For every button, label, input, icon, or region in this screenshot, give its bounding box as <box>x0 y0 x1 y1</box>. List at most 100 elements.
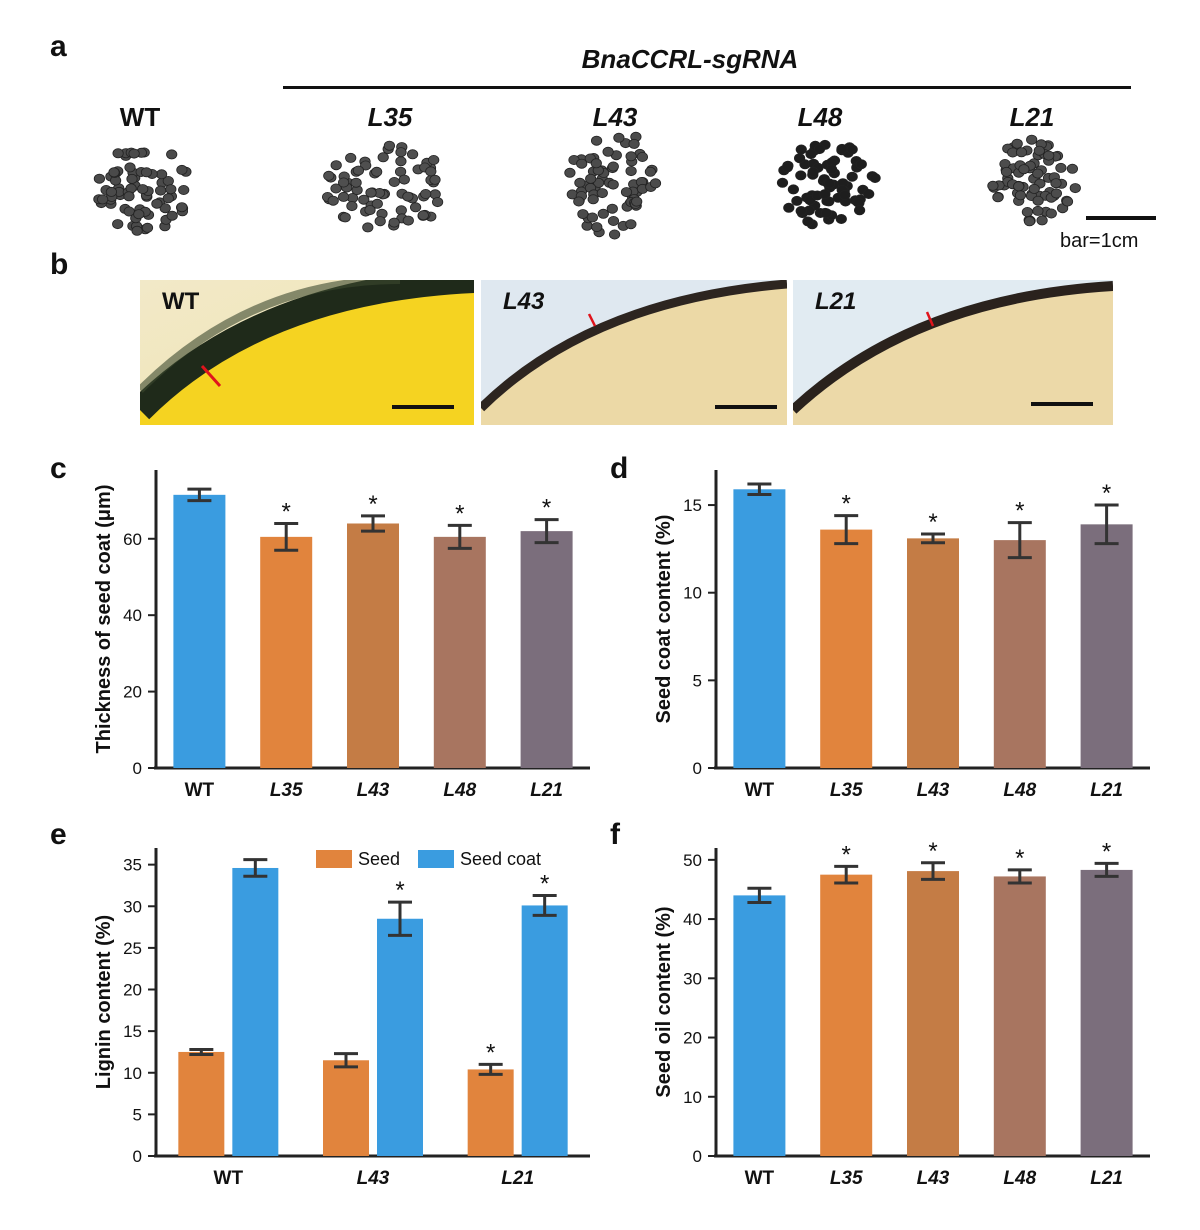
seed-dot <box>1032 205 1044 216</box>
bar <box>173 494 226 768</box>
seed-dot <box>825 164 838 175</box>
x-tick-label: WT <box>745 780 775 801</box>
seed-dot <box>590 135 603 146</box>
bar <box>467 1069 514 1156</box>
seed-label-wt: WT <box>119 102 161 132</box>
micrograph-wt: WT <box>140 280 474 425</box>
bar <box>907 871 959 1156</box>
seed-dot <box>420 189 432 200</box>
seed-dot <box>112 219 124 230</box>
seed-dot <box>836 143 848 154</box>
seed-dot <box>1014 190 1027 201</box>
seed-dot <box>596 188 608 199</box>
seed-dot <box>337 177 350 188</box>
seed-dot <box>1018 164 1030 175</box>
seed-dot <box>371 166 383 177</box>
bar <box>178 1051 225 1156</box>
significance-marker: * <box>928 509 937 536</box>
seed-dot <box>176 164 188 175</box>
bar <box>323 1060 369 1156</box>
seed-dot <box>166 210 178 221</box>
seed-dot <box>795 144 807 155</box>
chart-seed-oil-content: 0 10 20 30 40 50 Seed oil content (%) WT * L35 * L4… <box>653 838 1150 1189</box>
seed-dot <box>346 201 358 212</box>
y-tick-label: 20 <box>683 1029 702 1048</box>
seed-dot <box>846 171 858 182</box>
micrograph-l43: L43 <box>481 280 787 425</box>
significance-marker: * <box>455 500 464 527</box>
seed-dot <box>793 153 806 164</box>
y-tick-label: 30 <box>683 969 702 988</box>
seed-dot <box>853 205 866 216</box>
seed-dot <box>564 167 576 178</box>
seed-dot <box>402 191 414 202</box>
seed-dot <box>126 173 138 184</box>
seed-dot <box>137 184 149 195</box>
seed-dot <box>846 144 858 155</box>
construct-bracket-line <box>283 86 1131 89</box>
y-tick-label: 0 <box>693 759 702 778</box>
seed-dot <box>323 170 335 181</box>
significance-marker: * <box>1015 845 1024 872</box>
micrograph-label-wt: WT <box>162 288 200 315</box>
seed-dot <box>1000 166 1013 177</box>
seed-dot <box>573 196 585 207</box>
bar <box>907 538 959 768</box>
seed-dot <box>124 162 136 173</box>
seed-dot <box>360 160 372 171</box>
seed-dot <box>869 173 881 184</box>
seed-dot <box>628 138 640 149</box>
seed-dot <box>823 178 836 189</box>
x-tick-label: L48 <box>443 780 476 801</box>
seed-label-l48: L48 <box>797 102 843 132</box>
seed-label-l35: L35 <box>367 102 413 132</box>
y-tick-label: 15 <box>683 496 702 515</box>
bar <box>820 874 873 1156</box>
seed-dot <box>327 195 339 206</box>
seed-dot <box>613 132 625 143</box>
seed-dot <box>358 194 370 205</box>
bar <box>820 529 873 768</box>
significance-marker: * <box>928 838 937 865</box>
seed-dot <box>813 144 826 155</box>
y-tick-label: 25 <box>123 939 142 958</box>
micrograph-label-l43: L43 <box>503 288 545 315</box>
seed-dot <box>577 209 589 220</box>
x-tick-label: L43 <box>357 780 390 801</box>
x-tick-label: L43 <box>357 1168 390 1189</box>
micrograph-label-l21: L21 <box>815 288 857 315</box>
bar <box>1080 869 1133 1156</box>
chart-seed-coat-content: 0 5 10 15 Seed coat content (%) WT * L35 * L43 * L4… <box>653 470 1150 801</box>
seed-dot <box>1013 181 1025 192</box>
seed-dot <box>602 146 614 157</box>
legend-label: Seed <box>358 849 400 869</box>
seed-dot <box>374 216 386 227</box>
seed-dot <box>339 212 351 223</box>
seed-dot <box>428 154 440 165</box>
panel-b-letter: b <box>50 248 69 281</box>
bar <box>260 536 313 768</box>
seed-dot <box>607 216 620 227</box>
y-tick-label: 10 <box>683 1088 702 1107</box>
panel-c-letter: c <box>50 452 67 485</box>
seed-dot <box>1050 178 1062 189</box>
chart-seed-coat-thickness: 0 20 40 60 Thickness of seed coat (μm) WT * L35… <box>93 470 590 801</box>
seed-dot <box>1021 207 1034 218</box>
seed-dot <box>112 148 124 159</box>
seed-dot <box>597 208 609 219</box>
seed-dot <box>1026 134 1038 145</box>
seed-dot <box>402 215 414 226</box>
micrograph-l21-image <box>793 280 1113 425</box>
seed-dot <box>625 166 637 177</box>
bar <box>232 867 279 1156</box>
seed-dot <box>350 177 362 188</box>
scale-bar-label: bar=1cm <box>1060 230 1139 252</box>
y-tick-label: 30 <box>123 897 142 916</box>
x-tick-label: L48 <box>1003 1168 1036 1189</box>
seed-dot <box>835 214 847 225</box>
seed-dot <box>608 229 621 240</box>
y-tick-label: 10 <box>123 1064 142 1083</box>
y-tick-label: 40 <box>683 910 702 929</box>
y-tick-label: 0 <box>133 759 142 778</box>
seed-dot <box>425 166 437 177</box>
